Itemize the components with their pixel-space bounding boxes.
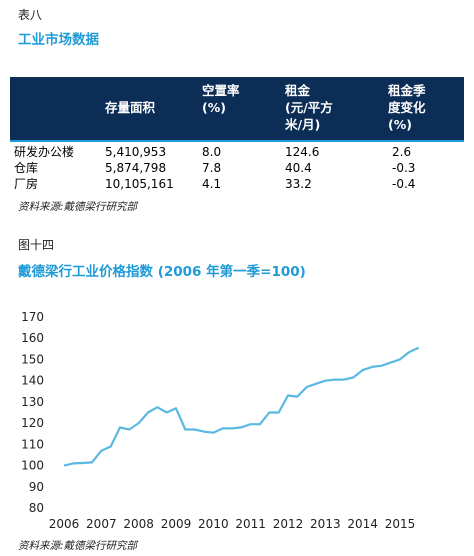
- x-tick-label: 2009: [161, 517, 192, 531]
- cell-stock: 5,410,953: [105, 145, 167, 159]
- header-vacancy-line-1: 空置率: [202, 83, 240, 98]
- header-qoq-line-3: (%): [388, 117, 412, 132]
- cell-vacancy: 4.1: [202, 177, 222, 191]
- cell-vacancy: 7.8: [202, 161, 222, 175]
- x-tick-label: 2011: [235, 517, 266, 531]
- y-tick-label: 140: [21, 374, 44, 388]
- cell-type: 厂房: [14, 177, 39, 191]
- industrial-market-table: 存量面积 空置率 (%) 租金 (元/平方 米/月) 租金季 度变化 (%) 研…: [10, 77, 464, 192]
- x-tick-label: 2013: [310, 517, 341, 531]
- figure-source: 资料来源:戴德梁行研究部: [18, 540, 138, 552]
- y-tick-label: 90: [29, 480, 44, 494]
- x-tick-label: 2010: [198, 517, 229, 531]
- y-axis-ticks: 80 90 100 110 120 130 140 150 160 170: [21, 310, 44, 515]
- header-rent-line-1: 租金: [285, 83, 311, 98]
- table-row-warehouse: 仓库 5,874,798 7.8 40.4 -0.3: [10, 160, 464, 176]
- cell-stock: 10,105,161: [105, 177, 174, 191]
- series-group: [63, 346, 420, 467]
- y-tick-label: 80: [29, 501, 44, 515]
- cell-stock: 5,874,798: [105, 161, 167, 175]
- header-stock: 存量面积: [105, 100, 156, 115]
- y-tick-label: 130: [21, 395, 44, 409]
- header-vacancy: 空置率 (%): [202, 82, 272, 116]
- cell-type: 研发办公楼: [14, 145, 75, 159]
- table-caption: 表八: [18, 8, 43, 22]
- header-rent-line-2: (元/平方: [285, 100, 333, 115]
- header-vacancy-line-2: (%): [202, 100, 226, 115]
- x-tick-label: 2012: [273, 517, 304, 531]
- figure-title: 戴德梁行工业价格指数 (2006 年第一季=100): [18, 264, 306, 280]
- table-source: 资料来源:戴德梁行研究部: [18, 201, 138, 213]
- x-tick-label: 2006: [49, 517, 80, 531]
- cell-rent: 33.2: [285, 177, 312, 191]
- figure-caption: 图十四: [18, 238, 55, 252]
- table-header: 存量面积 空置率 (%) 租金 (元/平方 米/月) 租金季 度变化 (%): [10, 77, 464, 142]
- x-tick-label: 2015: [385, 517, 416, 531]
- header-qoq-line-1: 租金季: [388, 83, 426, 98]
- cell-vacancy: 8.0: [202, 145, 222, 159]
- cell-rent: 40.4: [285, 161, 312, 175]
- x-axis-ticks: 2006 2007 2008 2009 2010 2011 2012 2013 2014 2015: [49, 517, 416, 531]
- header-rent-line-3: 米/月): [285, 117, 321, 132]
- y-tick-label: 120: [21, 416, 44, 430]
- header-rent: 租金 (元/平方 米/月): [285, 82, 380, 133]
- table-row-factory: 厂房 10,105,161 4.1 33.2 -0.4: [10, 176, 464, 192]
- cell-rent: 124.6: [285, 145, 320, 159]
- header-qoq: 租金季 度变化 (%): [388, 82, 463, 133]
- table-row-rnd-office: 研发办公楼 5,410,953 8.0 124.6 2.6: [10, 144, 464, 160]
- y-tick-label: 110: [21, 437, 44, 451]
- x-tick-label: 2008: [123, 517, 154, 531]
- x-tick-label: 2007: [86, 517, 117, 531]
- y-tick-label: 150: [21, 352, 44, 366]
- y-tick-label: 160: [21, 331, 44, 345]
- cell-type: 仓库: [14, 161, 39, 175]
- table-title: 工业市场数据: [18, 32, 99, 48]
- y-tick-label: 100: [21, 459, 44, 473]
- cell-qoq: -0.4: [392, 177, 416, 191]
- y-tick-label: 170: [21, 310, 44, 324]
- x-tick-label: 2014: [347, 517, 378, 531]
- cell-qoq: 2.6: [392, 145, 412, 159]
- header-qoq-line-2: 度变化: [388, 100, 426, 115]
- cell-qoq: -0.3: [392, 161, 416, 175]
- index-series-line: [63, 346, 420, 467]
